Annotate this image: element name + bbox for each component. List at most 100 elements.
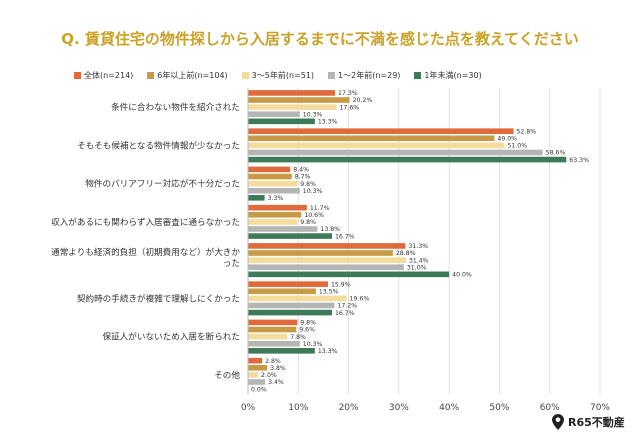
data-label: 17.3% [338, 90, 358, 97]
x-tick-label: 0% [241, 403, 256, 413]
bar [248, 219, 298, 225]
legend-item: 1〜2年前(n=29) [328, 70, 400, 81]
bar [248, 97, 350, 103]
data-label: 9.6% [299, 327, 315, 334]
category-label: 契約時の手続きが複雑で理解しにくかった [77, 292, 240, 304]
category-label: 物件のバリアフリー対応が不十分だった [85, 178, 240, 190]
data-label: 9.8% [300, 320, 316, 327]
x-tick-label: 70% [590, 403, 610, 413]
data-label: 9.8% [300, 219, 316, 226]
bar [248, 372, 259, 378]
data-label: 3.4% [268, 379, 284, 386]
data-label: 10.6% [304, 212, 324, 219]
data-label: 16.7% [335, 310, 355, 317]
bar [248, 326, 297, 333]
bar [248, 187, 300, 194]
bar [248, 364, 268, 371]
location-pin-icon [552, 414, 564, 430]
bar [248, 226, 318, 232]
bar [248, 180, 298, 187]
data-label: 63.3% [569, 157, 589, 164]
data-label: 13.8% [320, 226, 340, 233]
data-label: 3.8% [270, 365, 286, 372]
data-label: 31.0% [407, 264, 427, 271]
x-tick-label: 60% [540, 403, 560, 413]
data-label: 11.7% [310, 205, 330, 212]
data-label: 58.6% [546, 150, 566, 157]
bar [248, 111, 300, 118]
bar [248, 302, 335, 309]
data-label: 28.8% [396, 250, 416, 257]
legend-item: 6年以上前(n=104) [147, 70, 228, 81]
legend-swatch [414, 72, 422, 79]
bar [248, 149, 543, 156]
bar [248, 90, 335, 96]
legend-swatch [147, 72, 155, 79]
bar [248, 135, 495, 142]
legend-item: 全体(n=214) [74, 70, 133, 81]
bar [248, 156, 567, 163]
legend-item: 3〜5年前(n=51) [241, 70, 315, 81]
bar [248, 118, 315, 125]
legend-label: 1年未満(n=30) [424, 71, 482, 80]
data-label: 16.7% [335, 233, 355, 240]
bar [248, 264, 404, 271]
bar [248, 128, 514, 134]
brand-logo: R65不動産 [552, 414, 625, 430]
bar [248, 204, 307, 211]
bar [248, 250, 393, 256]
legend-swatch [74, 72, 81, 79]
data-label: 8.4% [293, 167, 309, 174]
data-label: 10.3% [303, 188, 323, 195]
data-label: 8.7% [295, 174, 311, 181]
legend-item: 1年未満(n=30) [414, 70, 482, 81]
bar [248, 142, 505, 149]
data-label: 9.8% [300, 181, 316, 188]
data-label: 13.3% [318, 119, 338, 126]
x-tick-label: 40% [439, 403, 459, 413]
data-label: 19.6% [350, 296, 370, 303]
bar [248, 333, 288, 340]
data-label: 13.3% [318, 348, 338, 355]
bar [248, 379, 266, 385]
bar [248, 319, 298, 326]
bar [248, 211, 302, 218]
bar [248, 348, 315, 354]
data-label: 3.3% [268, 195, 284, 202]
data-label: 13.5% [319, 288, 339, 295]
bar [248, 257, 406, 263]
chart-legend: 全体(n=214) 6年以上前(n=104) 3〜5年前(n=51) 1〜2年前(n=… [74, 70, 634, 81]
data-label: 7.8% [290, 334, 306, 341]
bar [248, 104, 337, 110]
legend-label: 1〜2年前(n=29) [338, 71, 401, 80]
data-label: 10.3% [303, 111, 323, 118]
legend-swatch [328, 72, 336, 79]
data-label: 52.8% [517, 128, 537, 135]
bar [248, 281, 328, 287]
bar [248, 243, 406, 249]
legend-label: 全体(n=214) [84, 71, 134, 80]
legend-label: 3〜5年前(n=51) [251, 71, 315, 80]
data-label: 20.2% [353, 97, 373, 104]
bar [248, 173, 292, 180]
bar [248, 195, 265, 201]
category-label: その他 [214, 369, 240, 381]
data-label: 15.9% [331, 281, 351, 288]
chart-title: Q. 賃貸住宅の物件探しから入居するまでに不満を感じた点を教えてください [61, 30, 579, 48]
data-label: 49.0% [497, 135, 517, 142]
bar [248, 340, 300, 347]
legend-label: 6年以上前(n=104) [157, 71, 228, 80]
brand-name: R65不動産 [568, 416, 625, 429]
data-label: 31.4% [409, 257, 429, 264]
data-label: 17.2% [337, 303, 357, 310]
bar [248, 166, 291, 173]
bar [248, 233, 332, 239]
legend-swatch [241, 72, 249, 79]
data-label: 10.3% [303, 341, 323, 348]
x-tick-label: 50% [489, 403, 509, 413]
data-label: 51.0% [507, 143, 527, 150]
bar [248, 288, 316, 295]
category-label: 収入があるにも関わらず入居審査に通らなかった [51, 216, 240, 228]
data-label: 17.6% [340, 104, 360, 111]
